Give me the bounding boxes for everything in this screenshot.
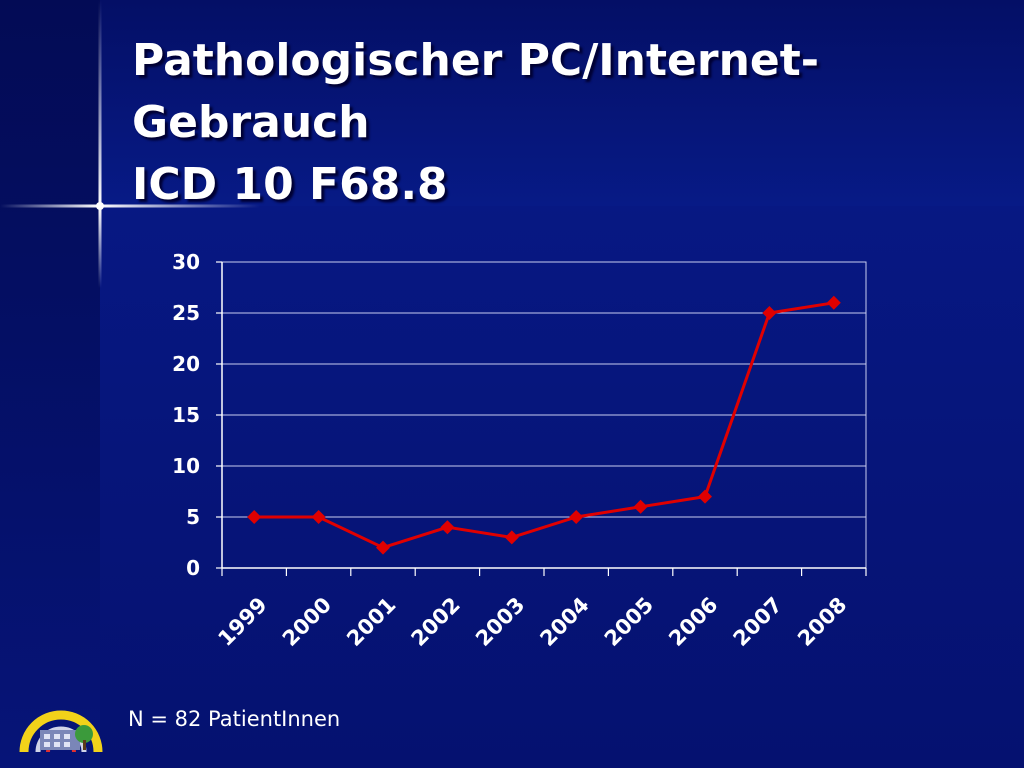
series-line [254,301,835,550]
title-line-1: Pathologischer PC/Internet- [132,35,820,86]
x-tick-label: 2004 [535,593,593,651]
data-point [633,499,648,514]
data-point [376,540,390,555]
slide-title: Pathologischer PC/Internet- Gebrauch ICD… [132,30,819,216]
sparkle-decoration [0,0,260,288]
data-point [504,530,519,545]
y-tick-label: 15 [172,403,200,427]
axes [216,261,867,576]
x-tick-label: 2001 [342,593,400,651]
y-tick-label: 25 [172,301,200,325]
data-point [698,489,712,504]
x-tick-label: 1999 [213,593,271,651]
y-tick-labels: 0 5 10 15 20 25 30 [172,250,200,580]
x-tick-label: 2007 [729,593,787,651]
x-tick-label: 2005 [600,593,658,651]
y-tick-label: 0 [186,556,200,580]
gridlines [222,261,866,518]
data-point [826,295,841,310]
title-band [0,0,1024,206]
clinic-logo [19,710,103,753]
x-tick-label: 2006 [664,593,722,651]
left-band [0,0,100,768]
x-tick-labels: 1999 2000 2001 2002 2003 2004 2005 2006 2007 2008 [213,593,851,651]
y-tick-label: 30 [172,250,200,274]
y-tick-label: 10 [172,454,200,478]
sample-size-note: N = 82 PatientInnen [128,707,341,731]
data-point [247,510,262,524]
series [247,295,841,555]
data-point [762,306,777,320]
x-tick-label: 2002 [407,593,465,651]
x-tick-label: 2003 [471,593,529,651]
data-point [440,520,455,535]
y-tick-label: 5 [186,505,200,529]
x-tick-label: 2008 [793,593,851,651]
data-point [311,510,326,524]
x-tick-label: 2000 [278,593,336,651]
title-line-3: ICD 10 F68.8 [132,159,448,210]
y-tick-label: 20 [172,352,200,376]
data-point [569,510,584,524]
title-line-2: Gebrauch [132,97,370,148]
